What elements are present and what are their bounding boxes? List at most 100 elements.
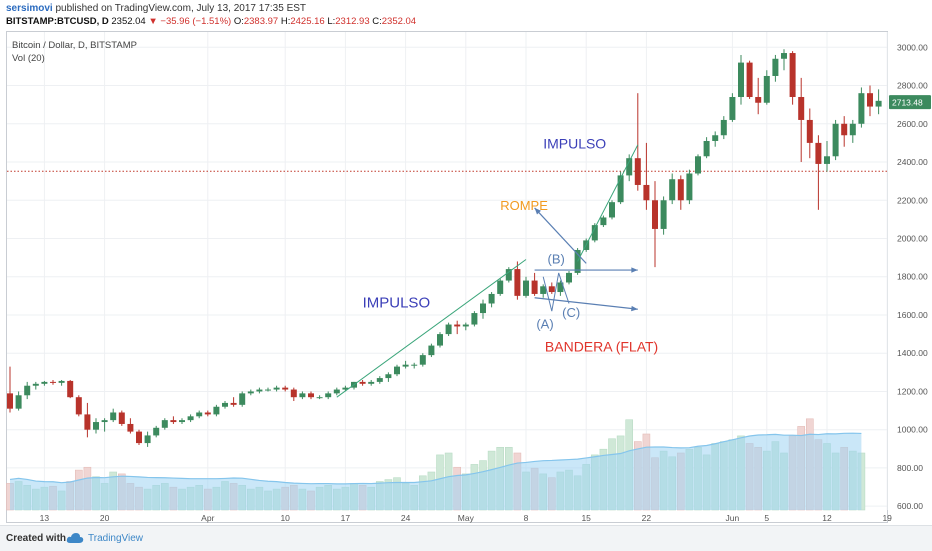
candle-body[interactable] xyxy=(101,420,108,423)
candle-body[interactable] xyxy=(609,202,615,218)
candle-body[interactable] xyxy=(394,366,400,375)
candle-body[interactable] xyxy=(213,406,220,415)
candle-body[interactable] xyxy=(58,380,65,383)
annotation-label[interactable]: IMPULSO xyxy=(543,136,606,152)
candle-body[interactable] xyxy=(7,393,13,409)
candle-body[interactable] xyxy=(411,364,418,366)
flag-wave-line[interactable] xyxy=(542,272,570,312)
candle-body[interactable] xyxy=(385,374,392,379)
candle-body[interactable] xyxy=(333,389,340,394)
candle-body[interactable] xyxy=(660,200,667,229)
candle-body[interactable] xyxy=(497,280,504,294)
annotation-label[interactable]: (B) xyxy=(548,251,565,266)
candle-body[interactable] xyxy=(471,313,478,325)
candle-body[interactable] xyxy=(445,324,452,335)
candle-body[interactable] xyxy=(222,402,228,407)
candle-body[interactable] xyxy=(256,389,263,392)
price-chart[interactable]: 600.00 800.00 1000.00 1200.00 1400.00 1600.00… xyxy=(0,0,932,525)
break-arrow[interactable] xyxy=(534,207,587,264)
candle-body[interactable] xyxy=(265,389,271,391)
candle-body[interactable] xyxy=(454,324,461,327)
candle-body[interactable] xyxy=(368,381,375,384)
candle-body[interactable] xyxy=(695,156,701,174)
candle-body[interactable] xyxy=(858,93,865,124)
annotation-label[interactable]: IMPULSO xyxy=(363,294,431,311)
candle-body[interactable] xyxy=(32,383,39,386)
candle-body[interactable] xyxy=(626,158,633,176)
candle-body[interactable] xyxy=(480,303,486,314)
candle-body[interactable] xyxy=(247,391,254,394)
candle-body[interactable] xyxy=(832,123,839,157)
candle-body[interactable] xyxy=(867,93,873,107)
annotation-label[interactable]: BANDERA (FLAT) xyxy=(545,338,658,354)
candle-body[interactable] xyxy=(531,280,538,294)
candle-body[interactable] xyxy=(772,58,779,76)
candle-body[interactable] xyxy=(729,97,736,120)
candle-body[interactable] xyxy=(196,412,203,417)
candle-body[interactable] xyxy=(239,393,246,405)
annotation-label[interactable]: ROMPE xyxy=(500,198,548,213)
author-name[interactable]: sersimovi xyxy=(6,3,53,14)
candle-body[interactable] xyxy=(875,100,882,107)
annotation-label[interactable]: (C) xyxy=(562,305,580,320)
candle-body[interactable] xyxy=(566,272,572,283)
candle-body[interactable] xyxy=(127,423,134,432)
tradingview-brand-link[interactable]: TradingView xyxy=(88,533,144,544)
candle-body[interactable] xyxy=(75,397,82,415)
candle-body[interactable] xyxy=(273,387,280,390)
candle-body[interactable] xyxy=(806,119,813,143)
candle-body[interactable] xyxy=(299,393,306,398)
candle-body[interactable] xyxy=(230,402,237,405)
candle-body[interactable] xyxy=(153,427,160,436)
candle-body[interactable] xyxy=(282,387,289,390)
candle-body[interactable] xyxy=(24,385,31,396)
candle-body[interactable] xyxy=(402,364,409,367)
candle-body[interactable] xyxy=(437,334,443,346)
candle-body[interactable] xyxy=(798,97,805,120)
candle-body[interactable] xyxy=(789,53,796,98)
candle-body[interactable] xyxy=(110,412,117,421)
candle-body[interactable] xyxy=(720,119,727,136)
candle-body[interactable] xyxy=(591,225,598,241)
candle-body[interactable] xyxy=(712,135,719,141)
candle-body[interactable] xyxy=(136,431,142,444)
candle-body[interactable] xyxy=(686,173,693,201)
candle-body[interactable] xyxy=(755,97,762,103)
annotation-label[interactable]: (A) xyxy=(536,316,553,331)
candle-body[interactable] xyxy=(359,381,366,384)
flag-bottom-arrow[interactable] xyxy=(534,297,638,310)
candle-body[interactable] xyxy=(84,414,91,430)
candle-body[interactable] xyxy=(342,387,349,390)
candle-body[interactable] xyxy=(514,269,521,296)
candle-body[interactable] xyxy=(161,420,168,428)
candle-body[interactable] xyxy=(841,123,848,136)
candle-body[interactable] xyxy=(488,293,495,304)
candle-body[interactable] xyxy=(738,62,744,98)
candle-body[interactable] xyxy=(815,142,822,164)
candle-body[interactable] xyxy=(548,286,555,293)
candle-body[interactable] xyxy=(643,184,650,201)
candle-body[interactable] xyxy=(652,200,658,229)
candle-body[interactable] xyxy=(540,286,547,294)
candle-body[interactable] xyxy=(50,381,56,383)
tradingview-cloud-icon[interactable] xyxy=(66,531,84,545)
candle-body[interactable] xyxy=(781,53,787,59)
candle-body[interactable] xyxy=(118,412,125,424)
candle-body[interactable] xyxy=(523,280,529,296)
candle-body[interactable] xyxy=(419,355,426,365)
candle-body[interactable] xyxy=(204,412,211,415)
candle-body[interactable] xyxy=(600,217,607,226)
candle-body[interactable] xyxy=(144,435,151,444)
candle-body[interactable] xyxy=(41,381,48,384)
candle-body[interactable] xyxy=(308,393,314,398)
volume-indicator-label[interactable]: Vol (20) xyxy=(12,53,45,64)
candle-body[interactable] xyxy=(316,397,323,399)
candle-body[interactable] xyxy=(677,179,684,201)
candle-body[interactable] xyxy=(170,420,177,423)
candle-body[interactable] xyxy=(67,380,74,398)
candle-body[interactable] xyxy=(428,345,435,356)
candle-body[interactable] xyxy=(669,179,676,201)
candle-body[interactable] xyxy=(325,393,332,398)
candle-body[interactable] xyxy=(849,123,856,136)
candle-body[interactable] xyxy=(746,62,753,98)
